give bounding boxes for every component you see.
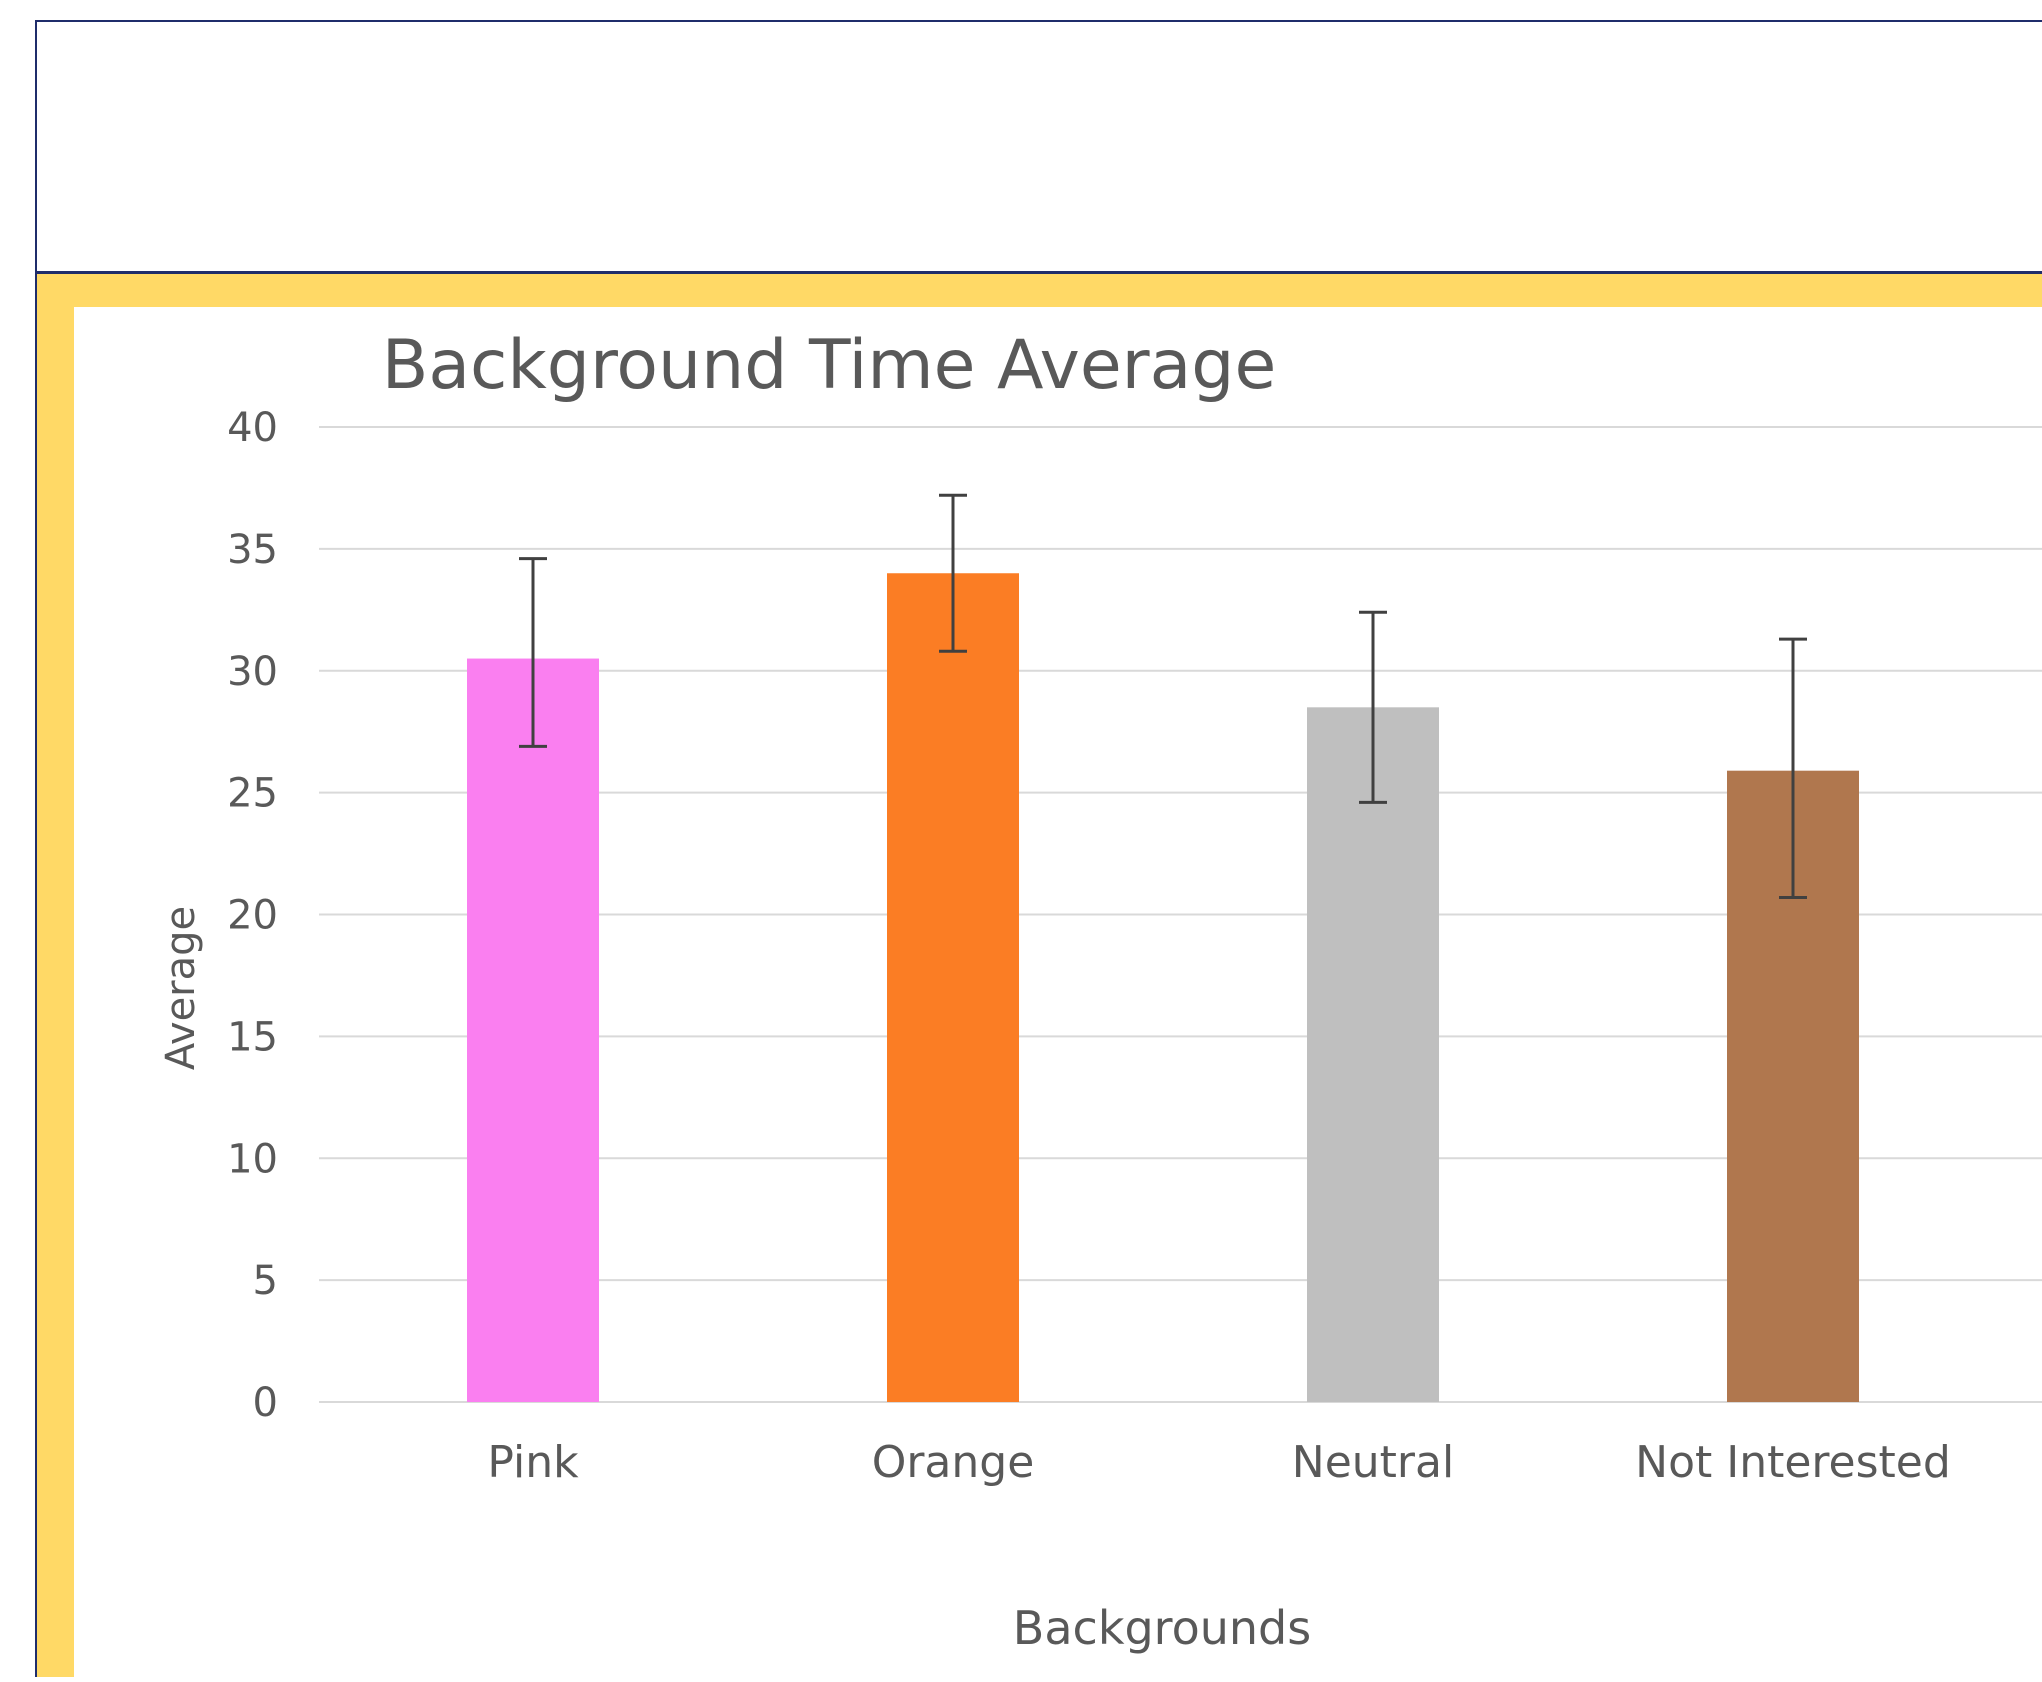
bars: [467, 573, 1859, 1402]
bar: [1307, 707, 1439, 1402]
x-tick-label: Neutral: [1292, 1437, 1454, 1488]
y-tick-label: 15: [227, 1014, 278, 1060]
error-bars: [519, 493, 1807, 899]
y-tick-label: 5: [253, 1258, 278, 1304]
bar: [467, 658, 599, 1402]
y-tick-label: 25: [227, 771, 278, 817]
y-tick-label: 20: [227, 893, 278, 939]
x-axis-label: Backgrounds: [1013, 1601, 1311, 1655]
header-panel: [35, 20, 2042, 273]
y-tick-label: 10: [227, 1136, 278, 1182]
y-tick-label: 40: [227, 405, 278, 451]
chart-area: Background Time Average 0 5 10 15 20 25 30 35 40…: [74, 307, 2042, 1677]
y-tick-label: 0: [253, 1380, 278, 1426]
y-tick-label: 35: [227, 527, 278, 573]
y-axis-ticks: 0 5 10 15 20 25 30 35 40: [227, 405, 278, 1426]
bar-chart: Background Time Average 0 5 10 15 20 25 30 35 40…: [158, 326, 2042, 1655]
bar: [887, 573, 1019, 1402]
x-axis-ticks: Pink Orange Neutral Not Interested: [487, 1437, 1950, 1488]
chart-title: Background Time Average: [382, 326, 1277, 405]
x-tick-label: Orange: [872, 1437, 1035, 1488]
y-tick-label: 30: [227, 649, 278, 695]
x-tick-label: Not Interested: [1635, 1437, 1951, 1488]
y-axis-label: Average: [158, 906, 204, 1070]
x-tick-label: Pink: [487, 1437, 579, 1488]
